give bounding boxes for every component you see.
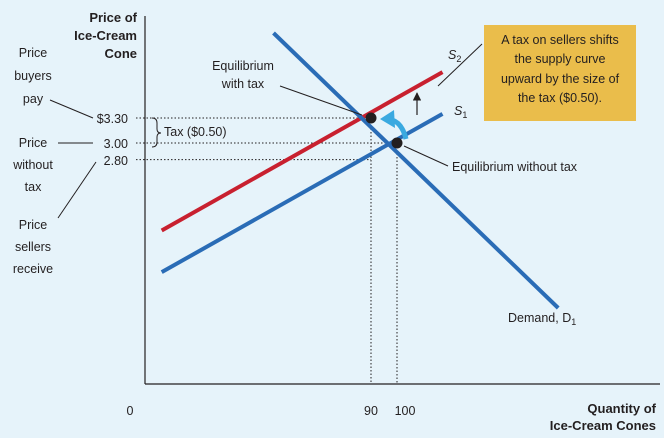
price-buyers-pay-label-2: buyers (14, 69, 52, 83)
price-sellers-receive-label-3: receive (13, 262, 53, 276)
supply-curve-s2 (160, 70, 444, 233)
price-without-tax-label-1: Price (19, 136, 48, 150)
price-buyers-pay-leader (49, 99, 94, 119)
equilibrium-with-tax-leader (279, 85, 363, 116)
price-without-tax-label-2: without (12, 158, 53, 172)
price-sellers-receive-label-2: sellers (15, 240, 51, 254)
equilibrium-with-tax-label-1: Equilibrium (212, 59, 274, 73)
tax-label: Tax ($0.50) (164, 125, 227, 139)
y-axis-title-line-2: Ice-Cream (74, 28, 137, 43)
y-tick-label-2-80: 2.80 (104, 154, 128, 168)
price-buyers-pay-label-1: Price (19, 46, 48, 60)
callout-line-4: the tax ($0.50). (518, 91, 602, 105)
price-without-tax-label-3: tax (25, 180, 42, 194)
equilibrium-without-tax-leader (403, 145, 449, 167)
x-tick-label-100: 100 (395, 404, 416, 418)
equilibrium-with-tax-point (365, 112, 377, 124)
callout-line-1: A tax on sellers shifts (501, 33, 618, 47)
s1-label: S1 (454, 104, 467, 120)
callout-leader (437, 43, 483, 87)
callout-line-3: upward by the size of (501, 72, 620, 86)
callout-box (484, 25, 636, 121)
x-tick-label-0: 0 (127, 404, 134, 418)
y-tick-label-3-30: $3.30 (97, 112, 128, 126)
equilibrium-without-tax-label: Equilibrium without tax (452, 160, 578, 174)
demand-curve-d1 (272, 31, 560, 310)
price-sellers-receive-leader (57, 161, 97, 219)
y-tick-label-3-00: 3.00 (104, 137, 128, 151)
price-buyers-pay-label-3: pay (23, 92, 44, 106)
y-axis-title-line-1: Price of (89, 10, 137, 25)
equilibrium-with-tax-label-2: with tax (221, 77, 265, 91)
s2-label: S2 (448, 48, 461, 64)
demand-label: Demand, D1 (508, 311, 576, 327)
equilibrium-without-tax-point (391, 137, 403, 149)
callout-line-2: the supply curve (514, 52, 605, 66)
price-sellers-receive-label-1: Price (19, 218, 48, 232)
y-axis-title-line-3: Cone (105, 46, 138, 61)
x-axis-title-line-1: Quantity of (587, 401, 656, 416)
x-tick-label-90: 90 (364, 404, 378, 418)
x-axis-title-line-2: Ice-Cream Cones (550, 418, 656, 433)
supply-shift-arrowhead (380, 110, 395, 128)
tax-brace (151, 117, 162, 148)
